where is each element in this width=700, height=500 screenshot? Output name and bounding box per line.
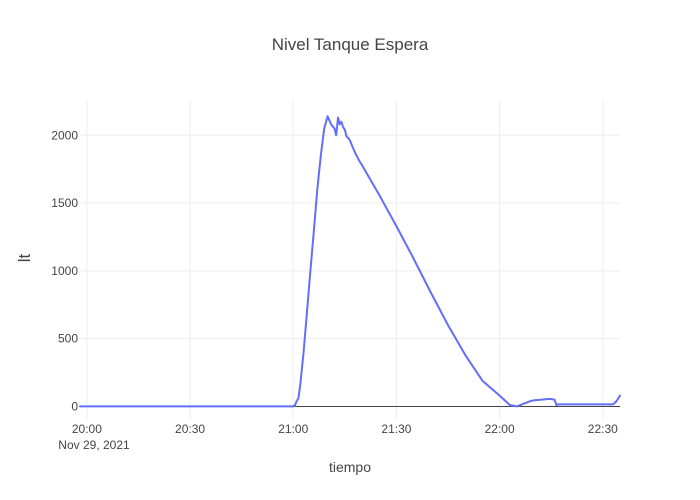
x-axis-title: tiempo <box>329 459 371 475</box>
chart-title: Nivel Tanque Espera <box>272 35 429 54</box>
y-tick-label: 2000 <box>51 128 78 142</box>
x-tick-label: 21:30 <box>381 422 411 436</box>
series-layer <box>79 115 621 408</box>
x-tick-label: 20:00 <box>72 422 102 436</box>
grid-layer <box>80 100 620 420</box>
x-tick-label: 22:30 <box>588 422 618 436</box>
x-axis-date-label: Nov 29, 2021 <box>58 438 130 452</box>
y-tick-label: 1500 <box>51 196 78 210</box>
x-tick-label: 21:00 <box>278 422 308 436</box>
y-axis-title: lt <box>15 253 34 262</box>
tick-layer: 20:00 20:30 21:00 21:30 22:00 22:30 0 500 1000 15… <box>51 128 618 436</box>
y-tick-label: 1000 <box>51 264 78 278</box>
x-tick-label: 20:30 <box>175 422 205 436</box>
y-tick-label: 0 <box>71 399 78 413</box>
y-tick-label: 500 <box>58 332 78 346</box>
x-tick-label: 22:00 <box>485 422 515 436</box>
series-line <box>79 115 621 408</box>
